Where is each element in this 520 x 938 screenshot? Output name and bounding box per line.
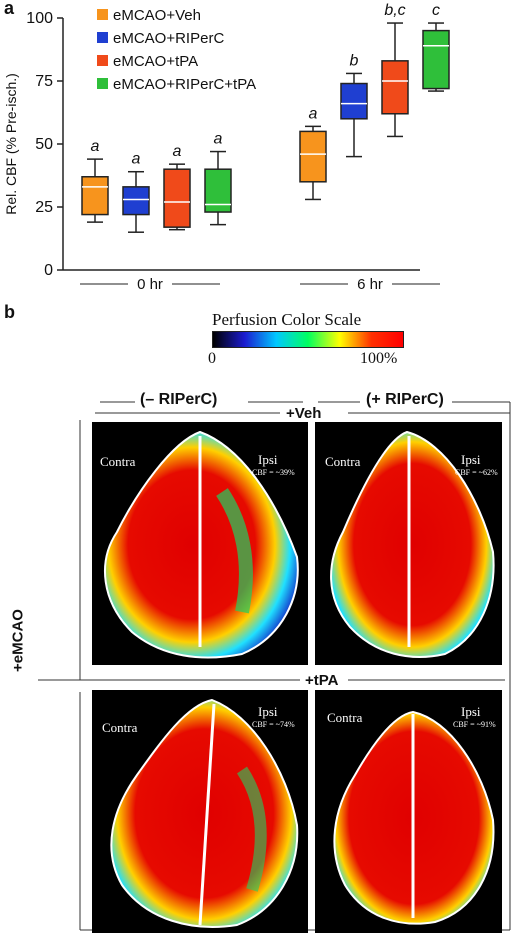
row-label-veh: +Veh [286, 405, 322, 422]
significance-label: a [309, 105, 318, 122]
box-body [381, 60, 409, 115]
legend: eMCAO+Veh eMCAO+RIPerC eMCAO+tPA eMCAO+RIPe… [97, 7, 256, 93]
cbf-value: CBF = ~74% [252, 720, 295, 729]
box-eMCAO+Veh-6 hr: a [299, 105, 327, 201]
box-eMCAO+RIPerC+tPA-0 hr: a [204, 131, 232, 226]
box-body [299, 130, 327, 183]
box-body [422, 29, 450, 90]
significance-label: b [350, 52, 359, 69]
perfusion-scale-title: Perfusion Color Scale [212, 310, 362, 329]
legend-entry: eMCAO+Veh [113, 7, 201, 24]
cbf-box-plot: Rel. CBF (% Pre-isch.) 0 25 50 75 100 a a a b a b… [3, 2, 450, 293]
box-eMCAO+tPA-0 hr: a [163, 143, 191, 231]
perfusion-image-veh-minus-riperc: Contra Ipsi CBF = ~39% [92, 422, 308, 665]
scale-min-label: 0 [208, 350, 216, 367]
legend-entry: eMCAO+tPA [113, 53, 198, 70]
box-eMCAO+Veh-0 hr: a [81, 138, 109, 223]
group-label: 0 hr [137, 276, 163, 293]
perfusion-color-scale-bar [212, 331, 404, 348]
significance-label: c [432, 2, 440, 19]
legend-entry: eMCAO+RIPerC+tPA [113, 76, 256, 93]
y-tick-label: 75 [35, 73, 53, 90]
contra-label: Contra [325, 454, 361, 469]
panel-a-letter: a [4, 0, 15, 18]
col-label-plus-riperc: (+ RIPerC) [366, 391, 444, 408]
perfusion-image-veh-plus-riperc: Contra Ipsi CBF = ~62% [315, 422, 502, 665]
legend-swatch [97, 78, 108, 89]
significance-label: a [132, 151, 141, 168]
box-body [204, 168, 232, 213]
legend-swatch [97, 32, 108, 43]
box-eMCAO+RIPerC-6 hr: b [340, 52, 368, 158]
box-body [122, 186, 150, 216]
x-groups: 0 hr 6 hr [80, 276, 440, 293]
group-label: 6 hr [357, 276, 383, 293]
ipsi-label: Ipsi [258, 704, 278, 719]
brain-perfusion-map [110, 698, 299, 928]
ipsi-label: Ipsi [461, 452, 481, 467]
cbf-value: CBF = ~91% [453, 720, 496, 729]
box-series: a a a b a b,c a c [81, 2, 450, 233]
cbf-value: CBF = ~39% [252, 468, 295, 477]
box-eMCAO+RIPerC+tPA-6 hr: c [422, 2, 450, 92]
ipsi-label: Ipsi [461, 704, 481, 719]
box-eMCAO+RIPerC-0 hr: a [122, 151, 150, 233]
legend-swatch [97, 9, 108, 20]
perfusion-image-tpa-minus-riperc: Contra Ipsi CBF = ~74% [92, 690, 308, 933]
box-body [81, 176, 109, 216]
panel-b-letter: b [4, 302, 15, 322]
legend-swatch [97, 55, 108, 66]
legend-entry: eMCAO+RIPerC [113, 30, 224, 47]
significance-label: b,c [384, 2, 405, 19]
y-tick-label: 100 [26, 10, 53, 27]
box-body [340, 82, 368, 120]
brain-perfusion-map [330, 430, 495, 658]
contra-label: Contra [102, 720, 138, 735]
significance-label: a [173, 143, 182, 160]
y-tick-label: 50 [35, 136, 53, 153]
brain-perfusion-map [104, 430, 299, 659]
side-label-emcao: +eMCAO [9, 609, 27, 672]
col-label-minus-riperc: (– RIPerC) [140, 391, 218, 408]
contra-label: Contra [327, 710, 363, 725]
y-axis: 0 25 50 75 100 [26, 10, 420, 279]
y-axis-label: Rel. CBF (% Pre-isch.) [3, 73, 19, 215]
y-tick-label: 0 [44, 262, 53, 279]
ipsi-label: Ipsi [258, 452, 278, 467]
significance-label: a [91, 138, 100, 155]
cbf-value: CBF = ~62% [455, 468, 498, 477]
box-body [163, 168, 191, 228]
perfusion-image-tpa-plus-riperc: Contra Ipsi CBF = ~91% [315, 690, 502, 933]
scale-max-label: 100% [360, 350, 398, 367]
significance-label: a [214, 131, 223, 148]
contra-label: Contra [100, 454, 136, 469]
row-label-tpa: +tPA [305, 672, 339, 689]
y-tick-label: 25 [35, 199, 53, 216]
box-eMCAO+tPA-6 hr: b,c [381, 2, 409, 138]
brain-perfusion-map [333, 710, 495, 925]
